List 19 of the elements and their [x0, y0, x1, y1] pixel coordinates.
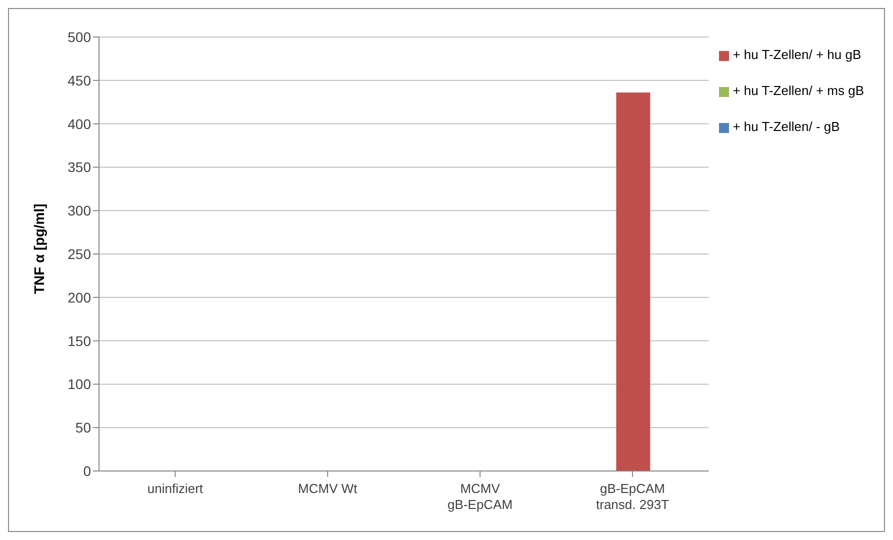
legend-label: + hu T-Zellen/ + ms gB [732, 83, 864, 98]
y-axis-title: TNF α [pg/ml] [30, 204, 47, 294]
y-tick-label: 0 [83, 462, 92, 479]
y-tick-label: 200 [68, 289, 92, 306]
y-tick-label: 500 [68, 28, 92, 45]
y-tick-label: 100 [68, 376, 92, 392]
x-tick-label: gB-EpCAM transd. 293T [596, 481, 670, 512]
y-tick-label: 50 [75, 420, 92, 436]
x-tick-label: MCMV Wt [298, 481, 358, 496]
y-tick-label: 300 [68, 202, 92, 219]
x-tick-label: MCMV gB-EpCAM [448, 481, 513, 512]
y-tick-label: 250 [68, 246, 92, 262]
legend-label: + hu T-Zellen/ - gB [732, 119, 840, 134]
y-tick-label: 400 [68, 116, 92, 132]
legend-label: + hu T-Zellen/ + hu gB [732, 47, 862, 62]
y-tick-label: 450 [68, 72, 92, 88]
y-tick-label: 150 [68, 332, 92, 349]
x-tick-label: uninfiziert [147, 481, 204, 496]
y-tick-label: 350 [68, 159, 92, 176]
